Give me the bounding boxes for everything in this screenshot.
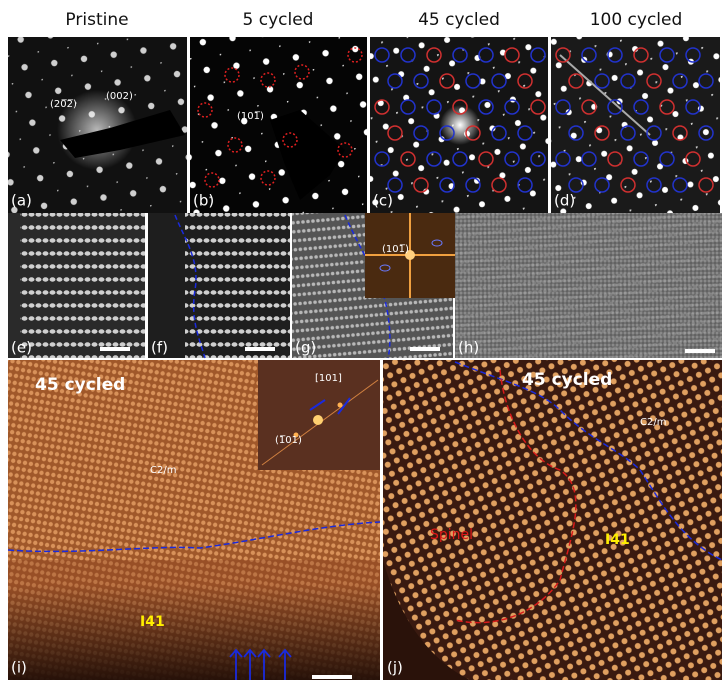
panel-b: (101̅) (b): [190, 37, 367, 213]
column-title: 100 cycled: [590, 10, 683, 30]
annotation: (1̅01): [275, 435, 302, 446]
panel-label: (g): [295, 339, 316, 357]
panel-label: (h): [458, 339, 479, 357]
annotation: C2/m: [640, 417, 666, 428]
column-title: 45 cycled: [418, 10, 500, 30]
panel-label: (c): [373, 192, 393, 210]
panel-label: (d): [554, 192, 575, 210]
annotation: (002): [106, 91, 133, 102]
panel-label: (e): [11, 339, 32, 357]
panel-label: (b): [193, 192, 214, 210]
panel-j: 45 cycled C2/m Spinel I41 (j): [383, 360, 722, 680]
annotation: I41: [140, 614, 165, 630]
annotation: (101̅): [382, 244, 409, 255]
panel-h: (h): [455, 213, 722, 358]
panel-label: (i): [11, 659, 27, 677]
panel-e: (e): [8, 213, 145, 358]
annotation: (101̅): [237, 111, 264, 122]
column-title: Pristine: [65, 10, 128, 30]
panel-a: (20̅2̅) (002) (a): [8, 37, 187, 213]
panel-label: (a): [11, 192, 32, 210]
panel-c: (c): [370, 37, 548, 213]
annotation: (20̅2̅): [50, 99, 77, 110]
figure: Pristine 5 cycled 45 cycled 100 cycled (…: [0, 0, 724, 685]
annotation: I41: [605, 532, 630, 548]
panel-f: (f): [148, 213, 290, 358]
panel-title: 45 cycled: [522, 370, 612, 390]
panel-label: (f): [151, 339, 168, 357]
panel-title: 45 cycled: [35, 375, 125, 395]
annotation: Spinel: [430, 527, 473, 543]
column-title: 5 cycled: [243, 10, 314, 30]
panel-d: (d): [551, 37, 720, 213]
panel-g: (101̅) (g): [292, 213, 455, 358]
panel-i: [101] (1̅01) 45 cycled C2/m I41 (i): [8, 360, 380, 680]
panel-label: (j): [387, 659, 403, 677]
annotation: [101]: [315, 373, 342, 384]
annotation: C2/m: [150, 465, 176, 476]
